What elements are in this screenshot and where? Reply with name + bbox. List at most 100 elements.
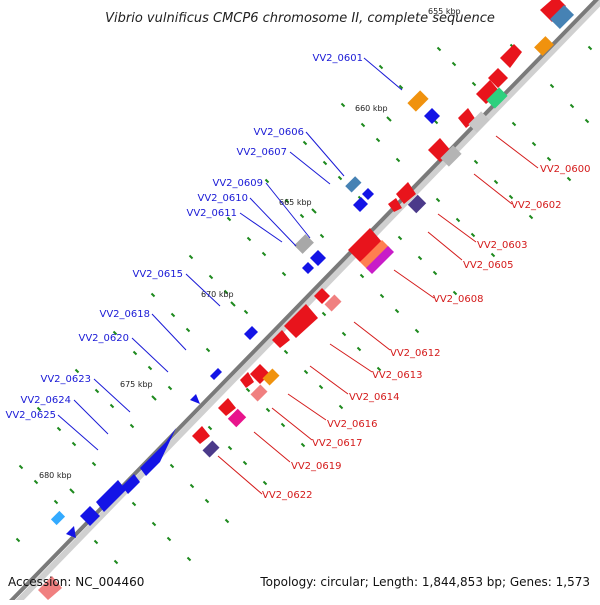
grid-dash bbox=[395, 157, 401, 163]
gene-blue-0628 bbox=[66, 526, 76, 538]
gene-red-0613b bbox=[272, 330, 290, 348]
gene-coral-0608 bbox=[360, 240, 390, 270]
gene-label-vv2-0607: VV2_0607 bbox=[237, 147, 288, 158]
grid-dash bbox=[451, 61, 457, 67]
gene-label-vv2-0612: VV2_0612 bbox=[390, 348, 441, 359]
gene-pink-bottom bbox=[38, 576, 62, 600]
gene-label-vv2-0616: VV2_0616 bbox=[327, 419, 378, 430]
gene-blue-0610 bbox=[310, 250, 326, 266]
grid-dash bbox=[337, 175, 343, 181]
grid-dash bbox=[280, 422, 286, 428]
grid-dash bbox=[584, 118, 590, 124]
backbone-shadow bbox=[10, 0, 600, 605]
gene-red-0622 bbox=[192, 426, 210, 444]
grid-dash bbox=[281, 271, 287, 277]
gene-blue-0625 bbox=[96, 480, 126, 512]
grid-dash bbox=[262, 480, 268, 486]
tick-label-655: 655 kbp bbox=[428, 7, 461, 16]
grid-dash bbox=[303, 369, 309, 375]
grid-dash bbox=[549, 83, 555, 89]
gene-blue-0618 bbox=[210, 368, 222, 380]
grid-dash bbox=[185, 327, 191, 333]
left-gene-labels: VV2_0601 VV2_0606 VV2_0607 VV2_0609 VV2_… bbox=[6, 53, 364, 421]
tick-label-675: 675 kbp bbox=[120, 380, 153, 389]
gene-label-vv2-0624: VV2_0624 bbox=[21, 395, 72, 406]
grid-dash bbox=[528, 214, 534, 220]
gene-label-vv2-0618: VV2_0618 bbox=[100, 309, 151, 320]
gene-label-vv2-0606: VV2_0606 bbox=[254, 127, 305, 138]
grid-dash bbox=[242, 460, 248, 466]
gene-label-vv2-0601: VV2_0601 bbox=[313, 53, 364, 64]
grid-dash bbox=[397, 235, 403, 241]
grid-dash bbox=[432, 270, 438, 276]
gene-indigo-0622 bbox=[202, 440, 220, 458]
gene-red-top bbox=[540, 0, 566, 22]
left-leader-lines bbox=[57, 57, 403, 451]
gene-pink-0612 bbox=[324, 294, 342, 312]
grid-dash bbox=[490, 252, 496, 258]
tick-label-660: 660 kbp bbox=[355, 104, 388, 113]
topology-text: Topology: circular; Length: 1,844,853 bp… bbox=[259, 575, 590, 589]
grid-dash bbox=[223, 289, 229, 295]
grid-dash bbox=[375, 137, 381, 143]
grid-dash bbox=[283, 349, 289, 355]
tick-label-665: 665 kbp bbox=[279, 198, 312, 207]
gene-label-vv2-0615: VV2_0615 bbox=[133, 269, 184, 280]
grid-dash bbox=[470, 232, 476, 238]
gene-red-0614b bbox=[240, 372, 254, 388]
gene-red-0600 bbox=[476, 80, 500, 104]
grid-dash bbox=[338, 404, 344, 410]
grid-dash bbox=[302, 140, 308, 146]
grid-dash bbox=[205, 347, 211, 353]
grid-dash bbox=[246, 236, 252, 242]
grid-dash bbox=[435, 197, 441, 203]
grid-dash bbox=[264, 178, 270, 184]
forward-strand-genes bbox=[38, 0, 575, 600]
backbone-ticks bbox=[69, 116, 392, 494]
grid-dash bbox=[452, 290, 458, 296]
gene-blue-0601 bbox=[424, 108, 440, 124]
grid-dash bbox=[569, 103, 575, 109]
gene-red-0613 bbox=[284, 304, 318, 338]
grid-dash bbox=[131, 501, 137, 507]
gene-label-vv2-0614: VV2_0614 bbox=[349, 392, 400, 403]
gene-red-0612a bbox=[314, 288, 330, 304]
gene-label-vv2-0603: VV2_0603 bbox=[477, 240, 528, 251]
gene-label-vv2-0613: VV2_0613 bbox=[372, 370, 423, 381]
grid-dash bbox=[340, 102, 346, 108]
gene-grey-0602 bbox=[440, 145, 462, 167]
gene-red-0603b bbox=[388, 198, 402, 212]
right-gene-labels: VV2_0600 VV2_0602 VV2_0603 VV2_0605 VV2_… bbox=[262, 164, 591, 501]
grid-dash bbox=[261, 251, 267, 257]
grid-dash bbox=[359, 273, 365, 279]
grid-dash bbox=[379, 293, 385, 299]
grid-dash bbox=[493, 179, 499, 185]
grid-dash bbox=[321, 311, 327, 317]
grid-dash bbox=[341, 331, 347, 337]
grid-dash bbox=[227, 445, 233, 451]
grid-dash bbox=[376, 366, 382, 372]
grid-dash bbox=[18, 464, 24, 470]
gene-red-0619 bbox=[218, 398, 236, 416]
grid-dash bbox=[151, 521, 157, 527]
gene-red-b bbox=[488, 68, 508, 88]
map-title: Vibrio vulnificus CMCP6 chromosome II, c… bbox=[105, 11, 495, 26]
reverse-strand-genes bbox=[50, 90, 440, 538]
grid-dashes bbox=[15, 43, 593, 565]
grid-dash bbox=[455, 217, 461, 223]
grid-dash bbox=[169, 463, 175, 469]
grid-dash bbox=[113, 559, 119, 565]
gene-label-vv2-0605: VV2_0605 bbox=[463, 260, 514, 271]
tick-label-680: 680 kbp bbox=[39, 471, 72, 480]
accession-text: Accession: NC_004460 bbox=[8, 575, 144, 589]
grid-dash bbox=[243, 309, 249, 315]
grid-dash bbox=[417, 255, 423, 261]
grid-dash bbox=[224, 518, 230, 524]
grid-dash bbox=[436, 46, 442, 52]
grid-dash bbox=[531, 141, 537, 147]
grid-dash bbox=[53, 499, 59, 505]
gene-label-vv2-0617: VV2_0617 bbox=[312, 438, 363, 449]
grid-dash bbox=[74, 368, 80, 374]
grid-dash bbox=[33, 479, 39, 485]
grid-dash bbox=[93, 539, 99, 545]
